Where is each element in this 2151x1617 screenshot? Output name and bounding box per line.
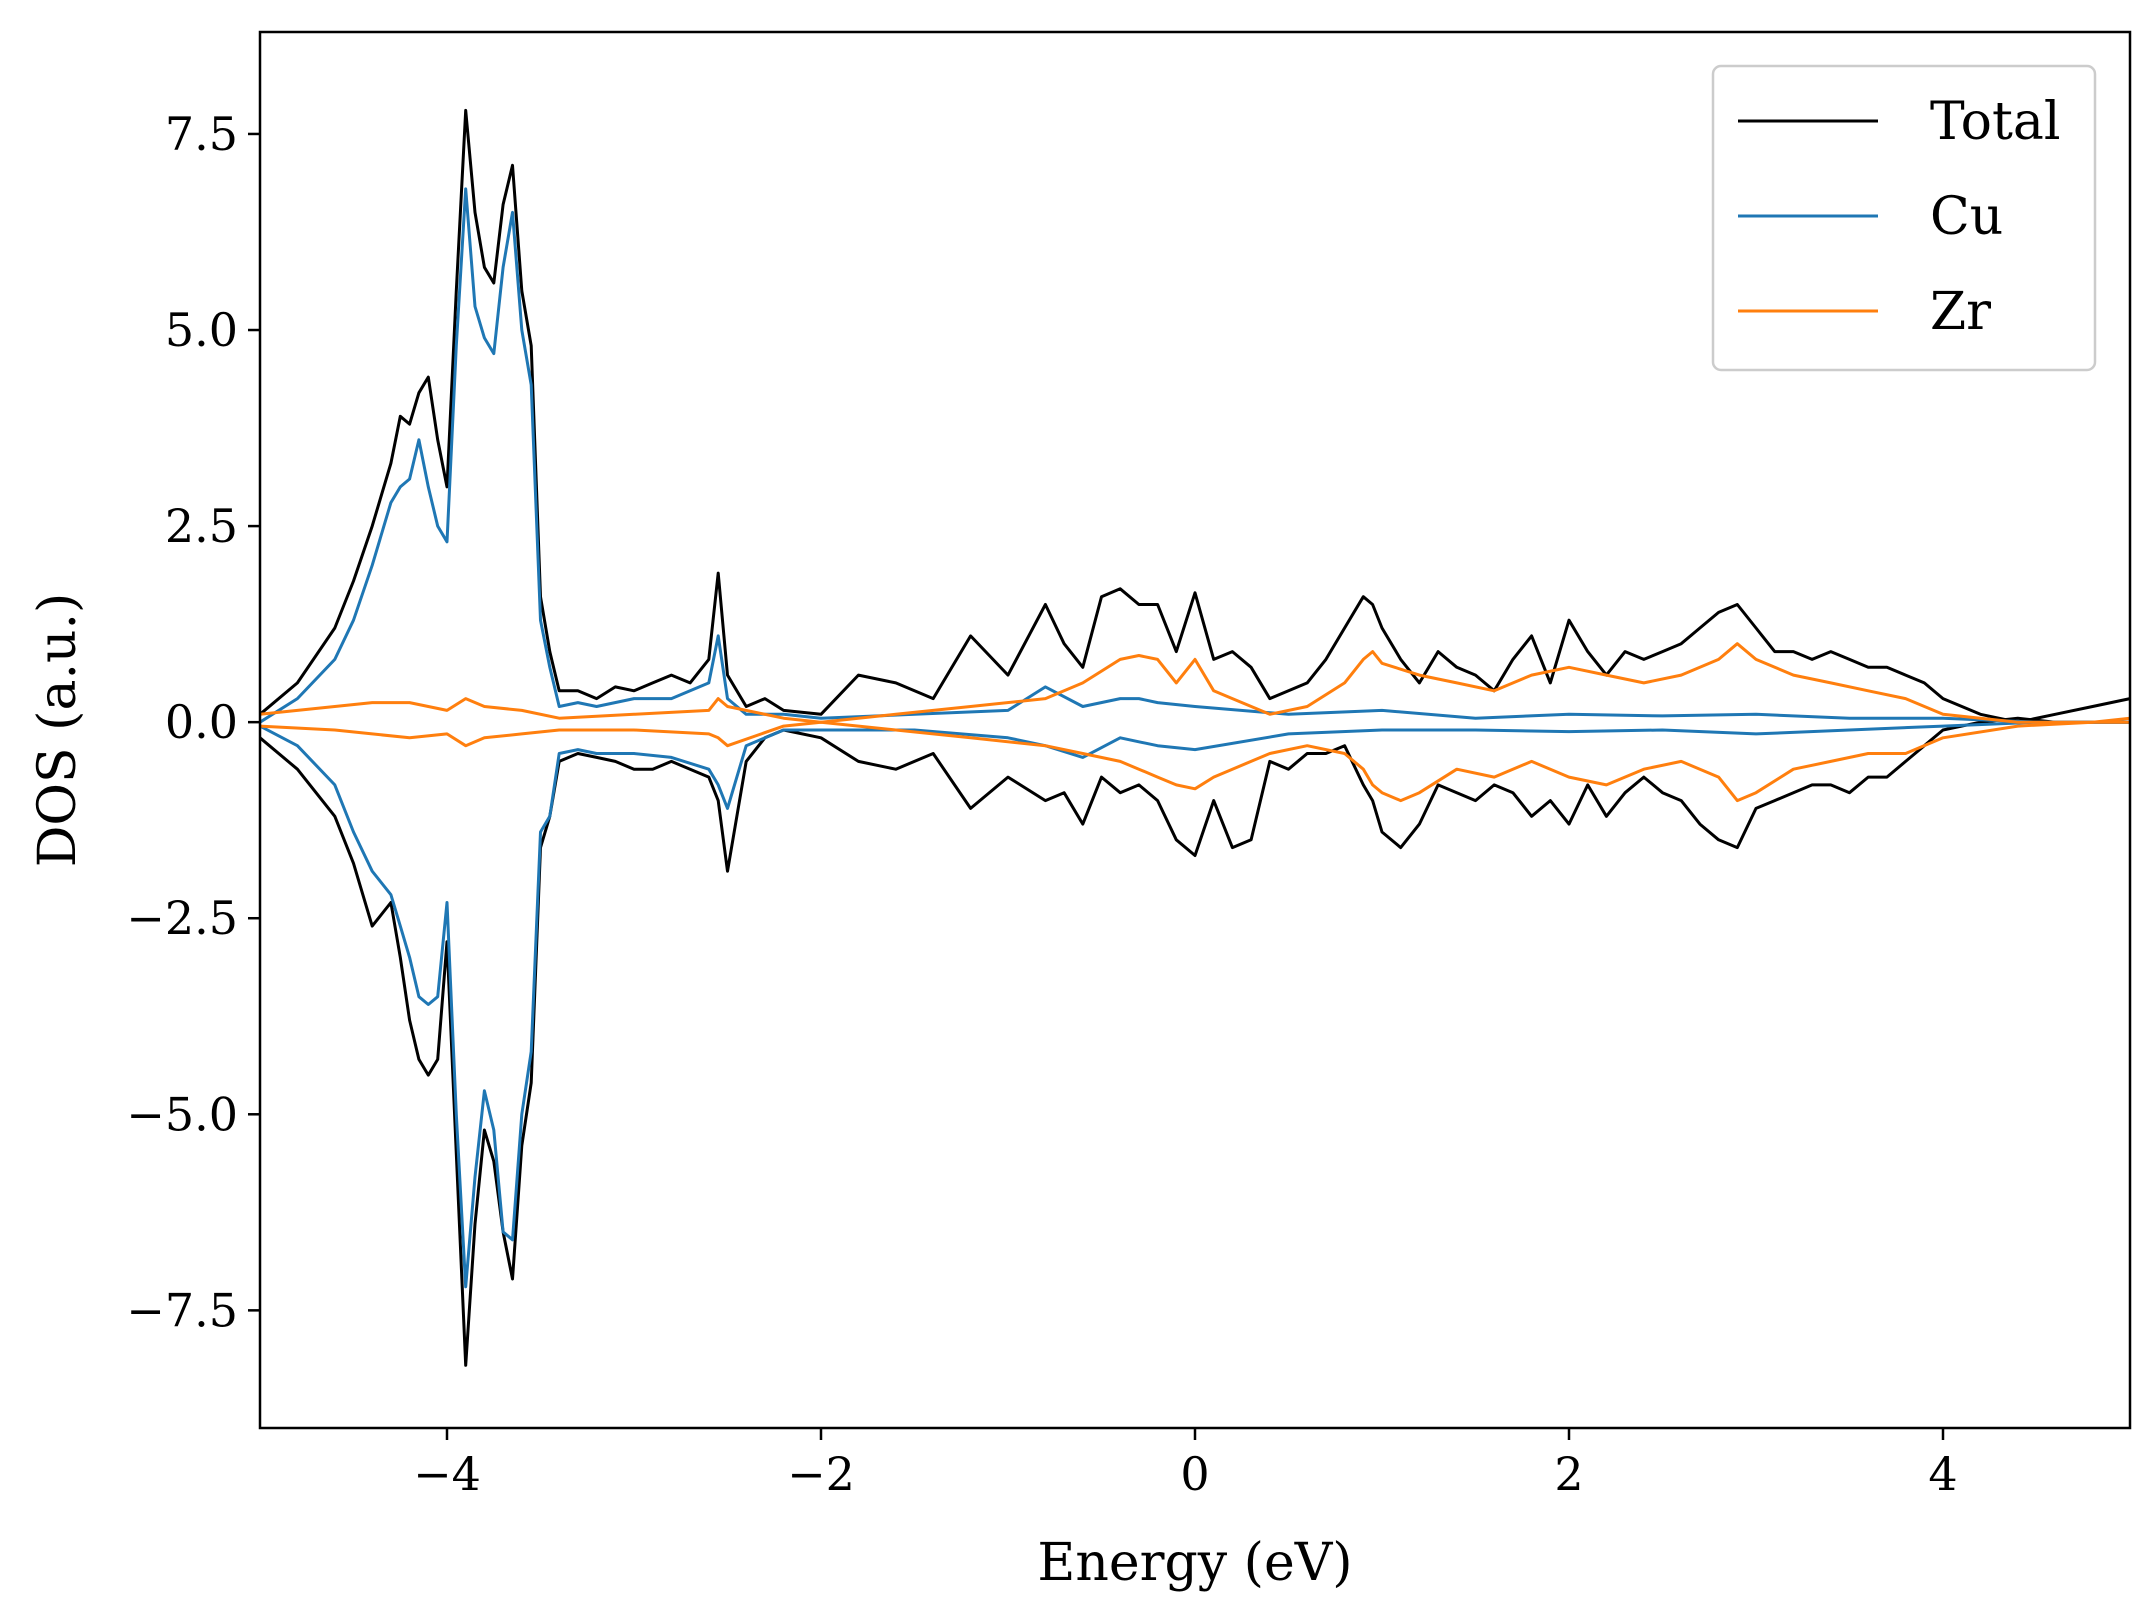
y-tick-label: 0.0 (165, 695, 238, 749)
x-tick-label: 4 (1928, 1447, 1957, 1501)
series-line-total-spin-up (259, 108, 2131, 724)
legend-label-cu: Cu (1930, 187, 2003, 247)
x-tick-label: 0 (1180, 1447, 1209, 1501)
y-tick-label: −2.5 (126, 891, 238, 945)
y-tick-label: 7.5 (165, 107, 238, 161)
series-line-zr-spin-up (259, 642, 2131, 724)
series-line-cu-spin-up (259, 187, 2130, 724)
series-layer (259, 108, 2131, 1367)
series-line-cu-spin-down (259, 720, 2130, 1289)
legend-label-total: Total (1930, 92, 2060, 152)
series-line-total-spin-down (259, 716, 2130, 1367)
y-axis-ticks: 7.5 5.0 2.5 0.0 −2.5 −5.0 −7.5 (126, 107, 260, 1337)
y-tick-label: −7.5 (126, 1283, 238, 1337)
legend-box (1711, 64, 2097, 372)
legend-label-zr: Zr (1930, 282, 1991, 342)
y-tick-label: −5.0 (126, 1087, 238, 1141)
x-axis-ticks: −4 −2 0 2 4 (413, 1428, 1958, 1501)
legend: Total Cu Zr (1711, 64, 2097, 372)
x-tick-label: −2 (787, 1447, 855, 1501)
y-axis-title: DOS (a.u.) (28, 593, 88, 868)
x-axis-title: Energy (eV) (1037, 1533, 1352, 1593)
x-tick-label: 2 (1554, 1447, 1583, 1501)
y-tick-label: 5.0 (165, 303, 238, 357)
y-tick-label: 2.5 (165, 499, 238, 553)
x-tick-label: −4 (413, 1447, 481, 1501)
series-line-zr-spin-down (259, 720, 2130, 803)
